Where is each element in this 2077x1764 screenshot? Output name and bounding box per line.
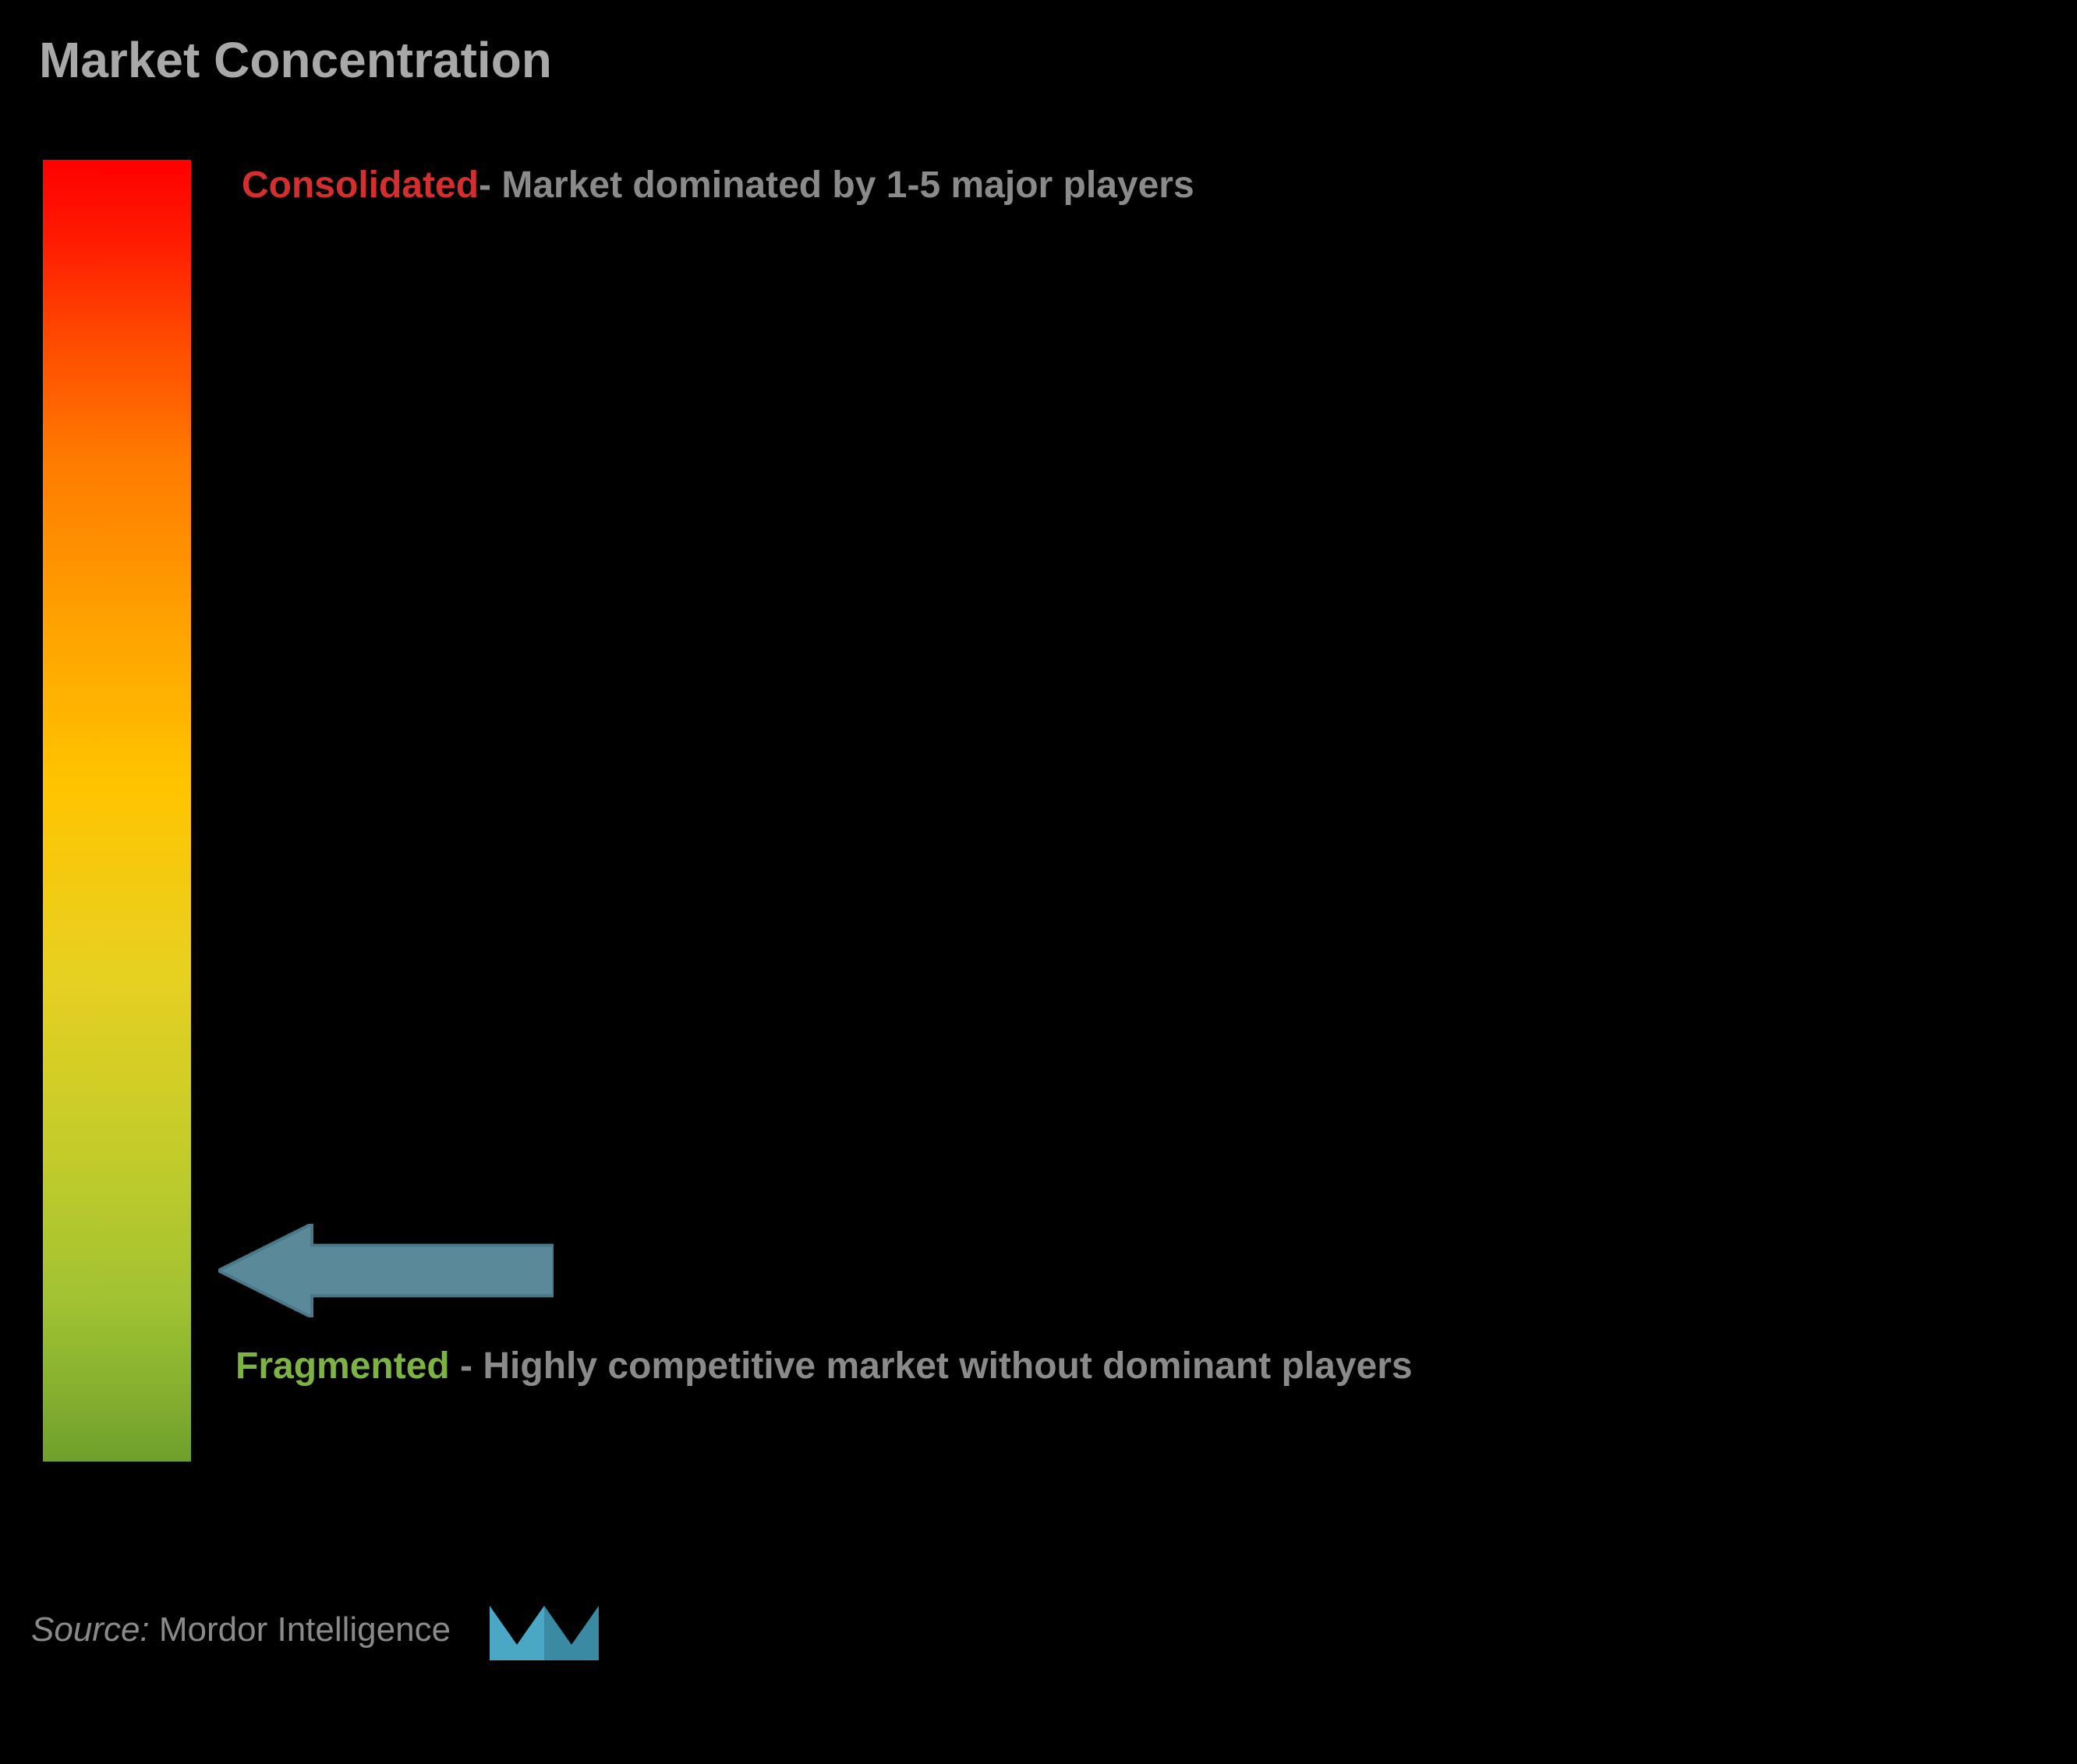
fragmented-label: Fragmented - Highly competitive market w…	[235, 1337, 1413, 1397]
consolidated-word: Consolidated	[242, 164, 479, 206]
consolidated-separator: -	[479, 164, 501, 206]
chart-title: Market Concentration	[39, 31, 552, 89]
source-label: Source:	[31, 1610, 150, 1649]
source-attribution: Source: Mordor Intelligence	[31, 1590, 599, 1669]
fragmented-description: Highly competitive market without domina…	[483, 1345, 1412, 1387]
fragmented-separator: -	[450, 1345, 483, 1387]
mordor-logo-icon	[490, 1590, 599, 1669]
consolidated-label: Consolidated- Market dominated by 1-5 ma…	[242, 164, 1194, 207]
source-name: Mordor Intelligence	[159, 1610, 451, 1649]
fragmented-word: Fragmented	[235, 1345, 450, 1387]
position-arrow	[218, 1224, 554, 1321]
concentration-gradient-bar	[43, 160, 191, 1462]
consolidated-description: Market dominated by 1-5 major players	[501, 164, 1194, 206]
